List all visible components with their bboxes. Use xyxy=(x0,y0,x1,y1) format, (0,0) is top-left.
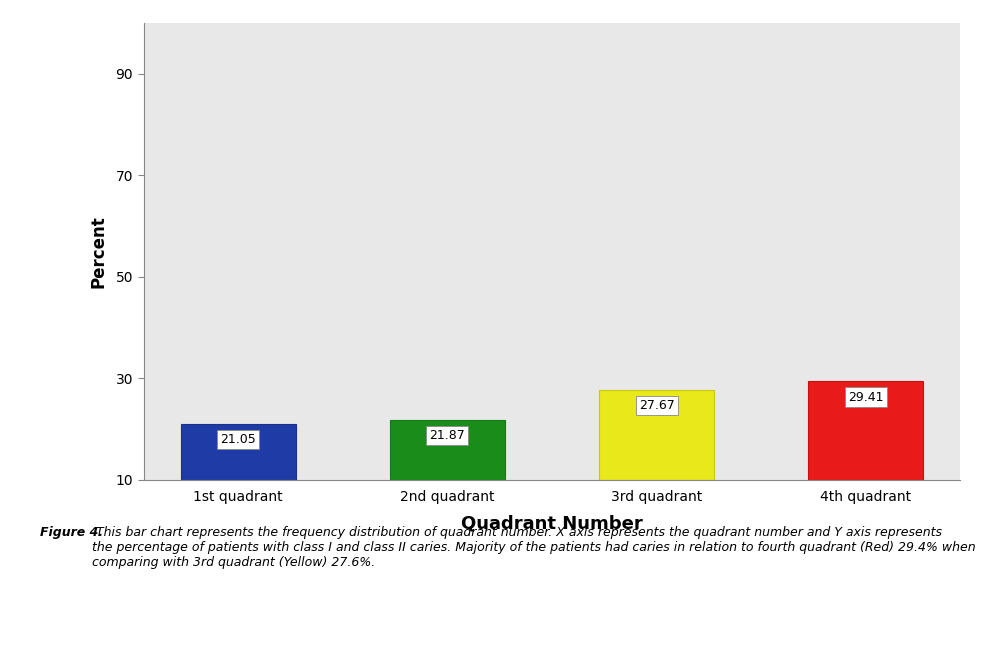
Text: 21.05: 21.05 xyxy=(221,433,256,446)
Y-axis label: Percent: Percent xyxy=(89,215,107,288)
Bar xyxy=(808,381,923,480)
Bar xyxy=(390,420,505,480)
Text: 27.67: 27.67 xyxy=(639,400,674,412)
Text: This bar chart represents the frequency distribution of quadrant number. X axis : This bar chart represents the frequency … xyxy=(92,526,976,569)
Bar xyxy=(599,390,714,480)
Bar xyxy=(180,424,296,480)
X-axis label: Quadrant Number: Quadrant Number xyxy=(461,515,643,533)
Text: Figure 4.: Figure 4. xyxy=(40,526,103,539)
Text: 21.87: 21.87 xyxy=(430,429,465,442)
Text: 29.41: 29.41 xyxy=(847,390,883,404)
